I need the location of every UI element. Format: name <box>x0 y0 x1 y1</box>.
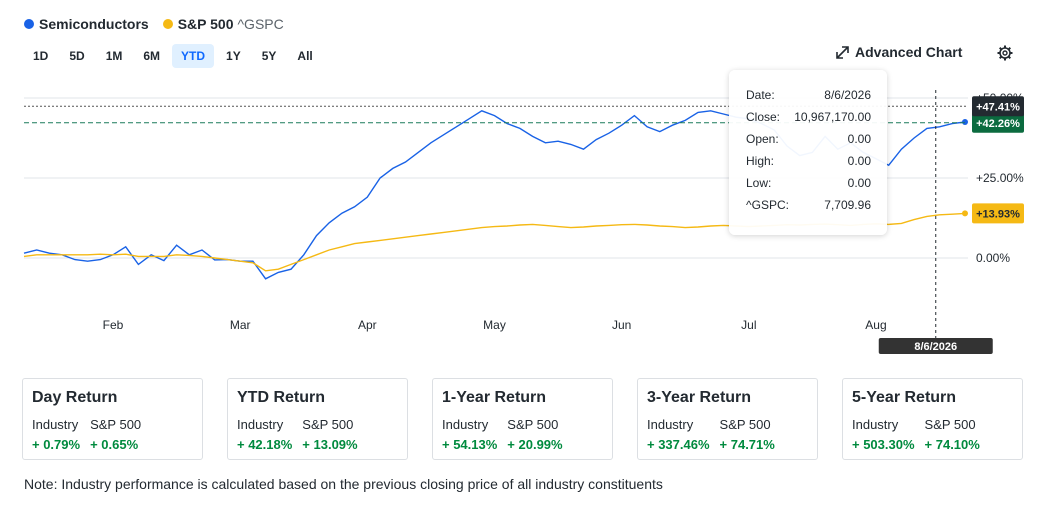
tooltip-label: Low: <box>746 176 772 190</box>
crosshair-date-label: 8/6/2026 <box>914 341 957 353</box>
value-badge-crosshair-label: +47.41% <box>976 101 1020 113</box>
one-year-return-card: 1-Year Return Industry + 54.13% S&P 500 + … <box>432 378 613 460</box>
industry-label: Industry <box>647 417 694 432</box>
industry-label: Industry <box>32 417 79 432</box>
range-1y-button[interactable]: 1Y <box>217 44 250 68</box>
day-return-card: Day Return Industry + 0.79% S&P 500 + 0.65… <box>22 378 203 460</box>
sp500-value: + 74.71% <box>719 437 775 452</box>
x-tick-label: Feb <box>103 318 124 332</box>
industry-value: + 0.79% <box>32 437 81 452</box>
value-badge-crosshair <box>972 96 1024 117</box>
ytd-return-card: YTD Return Industry + 42.18% S&P 500 + 13.… <box>227 378 408 460</box>
legend-label: S&P 500 <box>177 16 234 32</box>
series-end-point <box>962 210 968 217</box>
five-year-return-card: 5-Year Return Industry + 503.30% S&P 500 +… <box>842 378 1023 460</box>
industry-value: + 42.18% <box>237 437 293 452</box>
industry-label: Industry <box>237 417 284 432</box>
sp500-value: + 20.99% <box>507 437 563 452</box>
x-tick-label: May <box>483 318 506 332</box>
sp500-value: + 0.65% <box>90 437 139 452</box>
x-tick-label: Aug <box>865 318 886 332</box>
tooltip-label: Open: <box>746 132 779 146</box>
legend-dot-semiconductors <box>24 19 34 29</box>
chart-legend: Semiconductors S&P 500 ^GSPC <box>24 16 298 32</box>
y-tick-label: 0.00% <box>976 251 1010 265</box>
sp500-value: + 13.09% <box>302 437 358 452</box>
tooltip-row: High: 0.00 <box>746 154 871 168</box>
expand-arrows-icon <box>836 45 849 59</box>
legend-symbol: ^GSPC <box>237 16 284 32</box>
x-tick-label: Jun <box>612 318 631 332</box>
card-title: 3-Year Return <box>647 389 752 406</box>
tooltip-row: Date: 8/6/2026 <box>746 88 871 102</box>
tooltip-value: 0.00 <box>847 176 871 190</box>
sp500-label: S&P 500 <box>507 417 559 432</box>
range-1d-button[interactable]: 1D <box>24 44 57 68</box>
range-selector: 1D 5D 1M 6M YTD 1Y 5Y All <box>24 44 325 68</box>
industry-value: + 503.30% <box>852 437 915 452</box>
legend-dot-sp500 <box>162 19 173 29</box>
value-badge-industry <box>972 112 1024 133</box>
card-title: YTD Return <box>237 389 325 406</box>
range-ytd-button[interactable]: YTD <box>172 44 215 68</box>
value-badge-sp500-label: +13.93% <box>976 208 1020 220</box>
tooltip-value: 0.00 <box>847 132 871 146</box>
value-badge-industry-label: +42.26% <box>976 118 1020 130</box>
tooltip-label: ^GSPC: <box>746 198 789 212</box>
tooltip-value: 10,967,170.00 <box>794 110 871 124</box>
crosshair-date-badge <box>878 338 993 354</box>
card-title: 1-Year Return <box>442 389 547 406</box>
range-5d-button[interactable]: 5D <box>60 44 93 68</box>
tooltip-label: High: <box>746 154 775 168</box>
card-title: Day Return <box>32 389 118 406</box>
legend-item-semiconductors[interactable]: Semiconductors <box>24 16 149 32</box>
y-tick-label: +25.00% <box>976 171 1024 185</box>
tooltip-row: Open: 0.00 <box>746 132 871 146</box>
tooltip-value: 0.00 <box>847 154 871 168</box>
sp500-label: S&P 500 <box>924 417 976 432</box>
tooltip-row: Low: 0.00 <box>746 176 871 190</box>
tooltip-value: 8/6/2026 <box>824 88 871 102</box>
three-year-return-card: 3-Year Return Industry + 337.46% S&P 500 +… <box>637 378 818 460</box>
industry-note: Note: Industry performance is calculated… <box>24 476 663 492</box>
x-tick-label: Apr <box>358 318 377 332</box>
industry-value: + 54.13% <box>442 437 498 452</box>
tooltip-row: Close: 10,967,170.00 <box>746 110 871 124</box>
x-tick-label: Jul <box>741 318 756 332</box>
value-badge-sp500 <box>972 203 1024 224</box>
legend-label: Semiconductors <box>39 16 149 32</box>
sp500-value: + 74.10% <box>924 437 980 452</box>
advanced-chart-label: Advanced Chart <box>855 44 963 60</box>
range-6m-button[interactable]: 6M <box>134 44 169 68</box>
tooltip-row: ^GSPC: 7,709.96 <box>746 198 871 212</box>
x-tick-label: Mar <box>230 318 251 332</box>
gear-icon[interactable] <box>997 45 1013 66</box>
series-end-point <box>962 119 968 125</box>
advanced-chart-link[interactable]: Advanced Chart <box>836 44 962 60</box>
industry-label: Industry <box>442 417 489 432</box>
industry-label: Industry <box>852 417 899 432</box>
tooltip-label: Close: <box>746 110 781 124</box>
tooltip-value: 7,709.96 <box>824 198 871 212</box>
range-5y-button[interactable]: 5Y <box>253 44 286 68</box>
range-1m-button[interactable]: 1M <box>97 44 132 68</box>
sp500-label: S&P 500 <box>719 417 771 432</box>
chart-tooltip: Date: 8/6/2026 Close: 10,967,170.00 Open: 0… <box>729 70 887 235</box>
sp500-label: S&P 500 <box>90 417 142 432</box>
range-all-button[interactable]: All <box>288 44 321 68</box>
card-title: 5-Year Return <box>852 389 957 406</box>
legend-item-sp500[interactable]: S&P 500 ^GSPC <box>162 16 284 32</box>
industry-value: + 337.46% <box>647 437 710 452</box>
sp500-label: S&P 500 <box>302 417 354 432</box>
return-cards: Day Return Industry + 0.79% S&P 500 + 0.65… <box>22 378 1023 460</box>
tooltip-label: Date: <box>746 88 775 102</box>
